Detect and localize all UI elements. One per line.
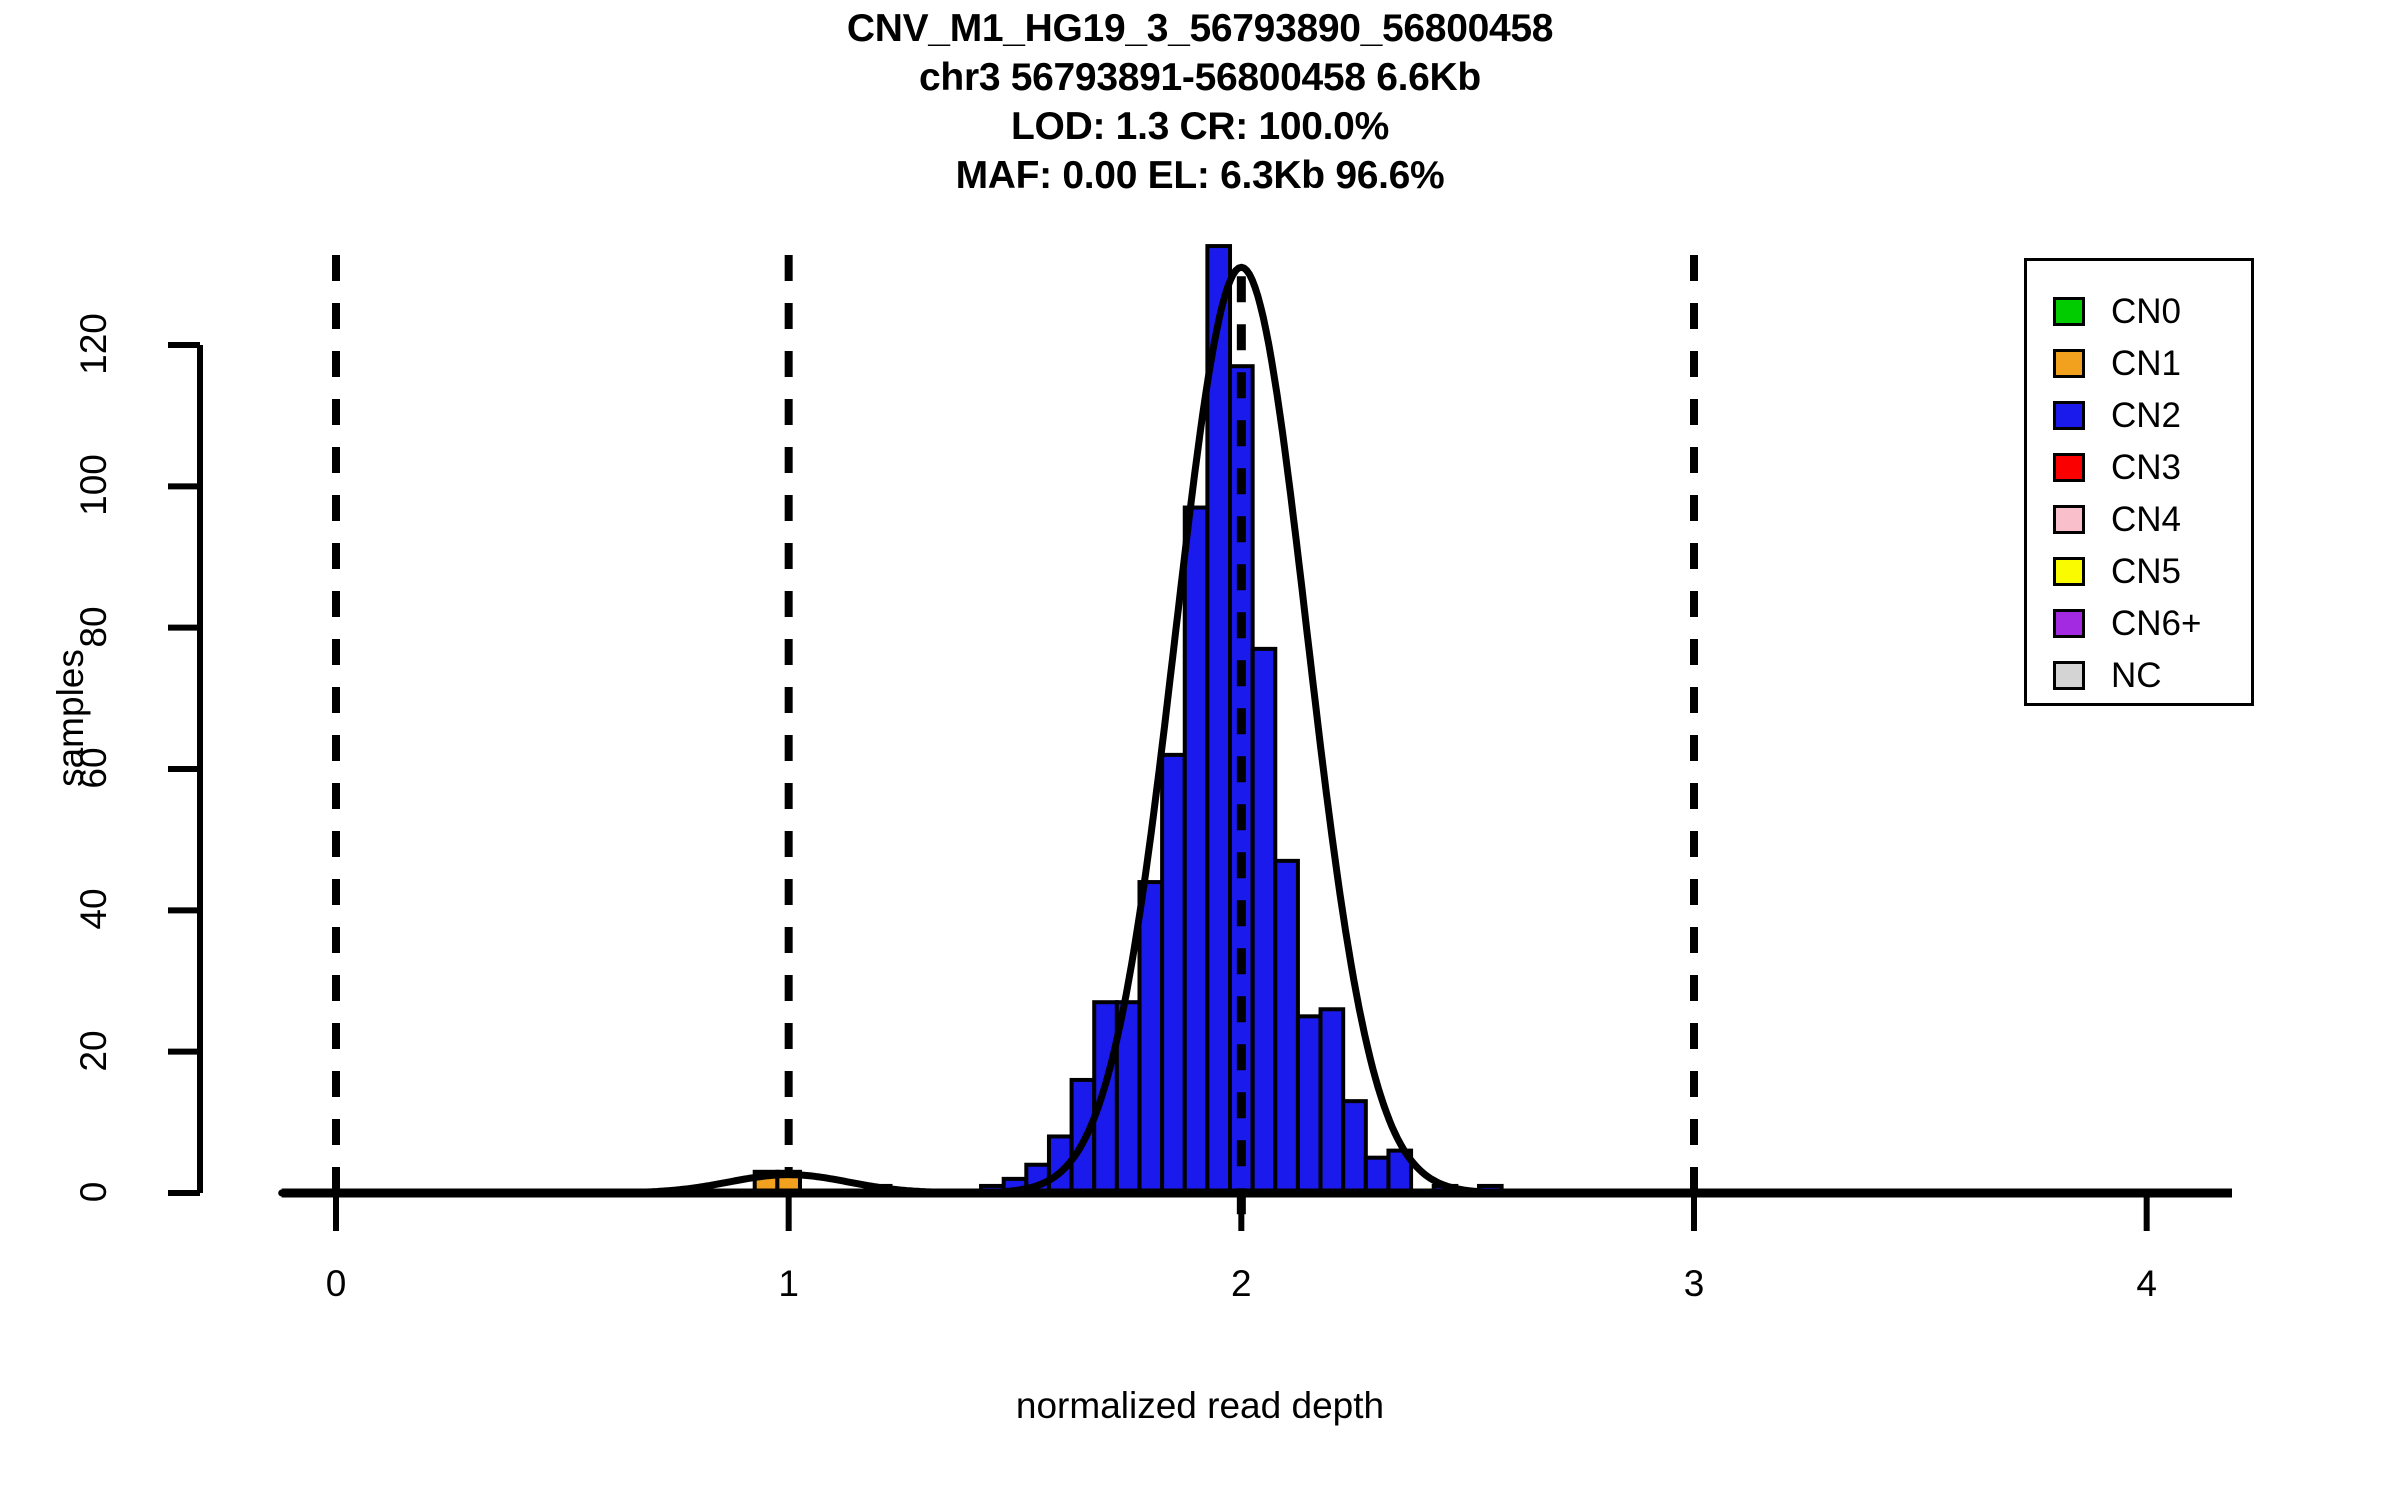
plot-title-block: CNV_M1_HG19_3_56793890_56800458 chr3 567… — [0, 4, 2400, 200]
legend-swatch-icon — [2053, 608, 2085, 638]
legend-item-cn3[interactable]: CN3 — [2053, 441, 2181, 493]
legend-item-cn6plus[interactable]: CN6+ — [2053, 597, 2201, 649]
legend-label: NC — [2111, 655, 2162, 695]
legend-swatch-icon — [2053, 400, 2085, 430]
legend-swatch-icon — [2053, 556, 2085, 586]
legend-label: CN5 — [2111, 551, 2182, 591]
legend-swatch-icon — [2053, 452, 2085, 482]
legend-swatch-icon — [2053, 660, 2085, 690]
histogram-bar — [1137, 880, 1165, 1195]
legend-item-cn2[interactable]: CN2 — [2053, 389, 2181, 441]
x-tick-label: 4 — [2136, 1263, 2157, 1304]
x-tick-label: 1 — [778, 1263, 799, 1304]
y-tick-label: 120 — [73, 313, 114, 375]
title-line-locus: chr3 56793891-56800458 6.6Kb — [919, 56, 1481, 99]
title-line-lod-cr: LOD: 1.3 CR: 100.0% — [1011, 105, 1389, 148]
title-line-maf-el: MAF: 0.00 EL: 6.3Kb 96.6% — [955, 154, 1445, 197]
histogram-bar — [1273, 858, 1300, 1195]
legend-swatch-icon — [2053, 348, 2085, 378]
x-axis-ticks — [333, 1193, 2150, 1231]
histogram-bar — [1092, 1000, 1119, 1196]
legend-label: CN2 — [2111, 395, 2182, 435]
x-tick-label: 0 — [325, 1263, 347, 1304]
histogram-bar — [1182, 505, 1210, 1195]
legend-swatch-icon — [2053, 504, 2085, 534]
legend-label: CN0 — [2111, 291, 2182, 331]
histogram-bar — [1250, 646, 1278, 1195]
x-tick-label: 3 — [1683, 1263, 1705, 1304]
legend-item-cn1[interactable]: CN1 — [2053, 337, 2181, 389]
y-tick-label: 100 — [73, 454, 114, 517]
title-line-name: CNV_M1_HG19_3_56793890_56800458 — [846, 7, 1554, 50]
legend-item-cn5[interactable]: CN5 — [2053, 545, 2181, 597]
cn-legend: CN0 CN1 CN2 CN3 CN4 CN5 CN6+ NC — [2024, 258, 2254, 706]
legend-label: CN4 — [2111, 499, 2182, 539]
y-axis-line — [168, 342, 203, 1196]
legend-label: CN3 — [2111, 447, 2182, 487]
x-axis-title: normalized read depth — [1015, 1385, 1385, 1426]
legend-item-cn4[interactable]: CN4 — [2053, 493, 2181, 545]
histogram-bar — [1160, 752, 1187, 1195]
histogram-bar — [1341, 1099, 1368, 1195]
legend-label: CN1 — [2111, 343, 2182, 383]
x-tick-label: 2 — [1231, 1263, 1252, 1304]
histogram-bar — [1363, 1155, 1391, 1195]
legend-item-nc[interactable]: NC — [2053, 649, 2162, 701]
y-tick-label: 20 — [73, 1030, 114, 1072]
y-tick-label: 0 — [73, 1181, 114, 1203]
histogram-bars — [752, 244, 1504, 1196]
cn-boundary-dashed-lines — [332, 242, 1698, 1193]
y-axis-title: samples — [50, 649, 91, 787]
legend-item-cn0[interactable]: CN0 — [2053, 285, 2181, 337]
legend-swatch-icon — [2053, 296, 2085, 326]
histogram-bar — [1205, 244, 1233, 1196]
histogram-bar — [1295, 1014, 1323, 1195]
histogram-bar — [1318, 1007, 1346, 1195]
plot-axes — [168, 342, 2232, 1231]
legend-label: CN6+ — [2111, 603, 2202, 643]
